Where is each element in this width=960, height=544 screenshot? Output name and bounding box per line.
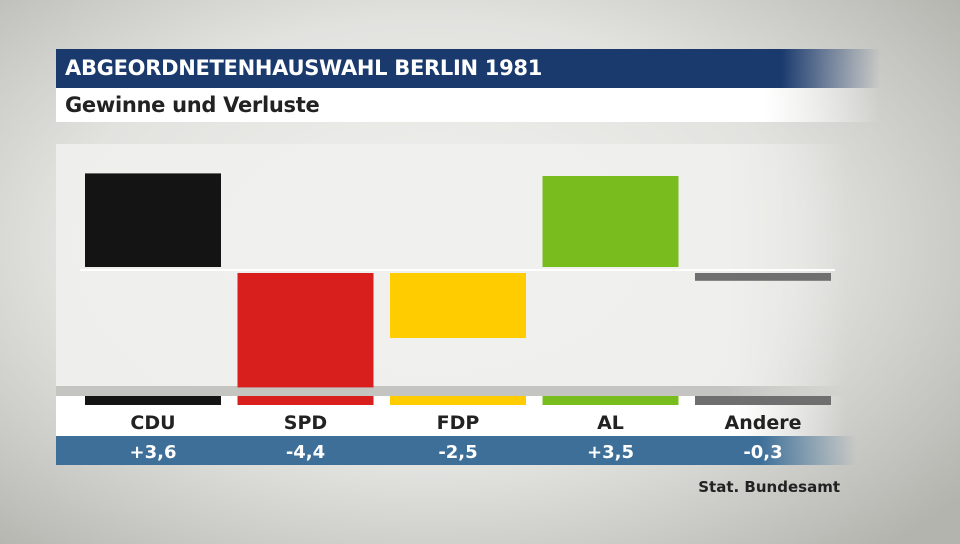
category-label-andere: Andere xyxy=(725,412,802,434)
source-label: Stat. Bundesamt xyxy=(698,478,840,496)
value-label-andere: -0,3 xyxy=(743,442,782,463)
color-strip-spd xyxy=(237,396,374,405)
value-label-cdu: +3,6 xyxy=(130,442,177,463)
chart-title: ABGEORDNETENHAUSWAHL BERLIN 1981 xyxy=(65,56,543,80)
bar-spd xyxy=(237,273,374,388)
value-label-spd: -4,4 xyxy=(286,442,325,463)
bar-al xyxy=(542,176,679,267)
plot-baseline-band xyxy=(56,386,846,396)
color-strip-andere xyxy=(695,396,831,405)
value-label-band xyxy=(56,436,856,465)
value-label-al: +3,5 xyxy=(587,442,634,463)
subtitle-bar: Gewinne und Verluste xyxy=(56,88,880,122)
chart-subtitle: Gewinne und Verluste xyxy=(65,93,320,117)
category-label-cdu: CDU xyxy=(130,412,175,434)
color-strip-cdu xyxy=(85,396,221,405)
color-strip-fdp xyxy=(390,396,526,405)
category-label-spd: SPD xyxy=(284,412,327,434)
category-label-fdp: FDP xyxy=(437,412,480,434)
bar-fdp xyxy=(390,273,526,338)
title-bar: ABGEORDNETENHAUSWAHL BERLIN 1981 xyxy=(56,49,880,88)
value-label-fdp: -2,5 xyxy=(438,442,477,463)
bar-andere xyxy=(695,273,831,281)
bar-cdu xyxy=(85,173,221,267)
category-label-al: AL xyxy=(597,412,624,434)
color-strip-al xyxy=(542,396,679,405)
